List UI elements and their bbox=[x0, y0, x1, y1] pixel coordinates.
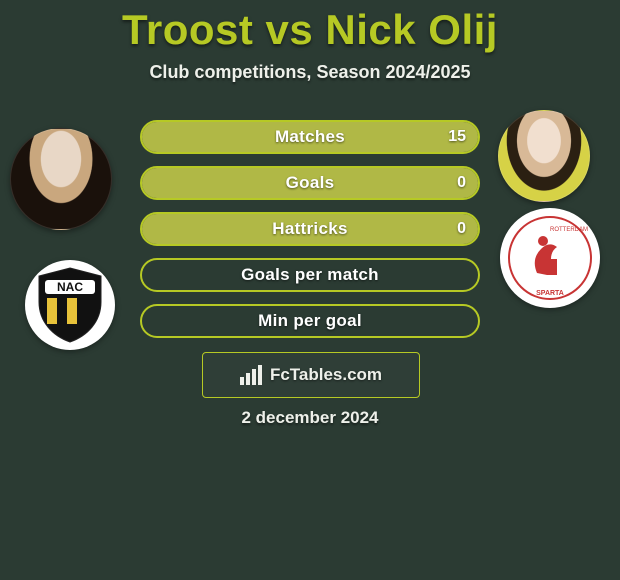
stat-bars: Matches 15 Goals 0 Hattricks 0 Goals per match… bbox=[140, 120, 480, 350]
page-title: Troost vs Nick Olij bbox=[0, 0, 620, 54]
stat-bar-0: Matches 15 bbox=[140, 120, 480, 154]
stat-value-right: 15 bbox=[448, 128, 466, 146]
stat-label: Goals bbox=[286, 173, 335, 193]
club-left-badge: NAC bbox=[25, 260, 115, 350]
stat-bar-3: Goals per match bbox=[140, 258, 480, 292]
sparta-shield-icon: SPARTA ROTTERDAM bbox=[507, 215, 593, 301]
stat-bar-4: Min per goal bbox=[140, 304, 480, 338]
player-right-avatar bbox=[498, 110, 590, 202]
svg-text:NAC: NAC bbox=[57, 280, 83, 294]
svg-text:SPARTA: SPARTA bbox=[536, 290, 564, 297]
stat-bar-2: Hattricks 0 bbox=[140, 212, 480, 246]
snapshot-date: 2 december 2024 bbox=[0, 408, 620, 428]
stat-label: Goals per match bbox=[241, 265, 379, 285]
branding-box: FcTables.com bbox=[202, 352, 420, 398]
stat-label: Matches bbox=[275, 127, 345, 147]
nac-shield-icon: NAC bbox=[35, 266, 105, 344]
svg-text:ROTTERDAM: ROTTERDAM bbox=[550, 227, 588, 233]
subtitle: Club competitions, Season 2024/2025 bbox=[0, 62, 620, 83]
stat-value-right: 0 bbox=[457, 220, 466, 238]
branding-text: FcTables.com bbox=[270, 365, 382, 385]
stat-label: Hattricks bbox=[272, 219, 347, 239]
stat-value-right: 0 bbox=[457, 174, 466, 192]
stat-label: Min per goal bbox=[258, 311, 362, 331]
player-left-avatar bbox=[10, 128, 112, 230]
stat-bar-1: Goals 0 bbox=[140, 166, 480, 200]
chart-icon bbox=[240, 365, 264, 385]
club-right-badge: SPARTA ROTTERDAM bbox=[500, 208, 600, 308]
